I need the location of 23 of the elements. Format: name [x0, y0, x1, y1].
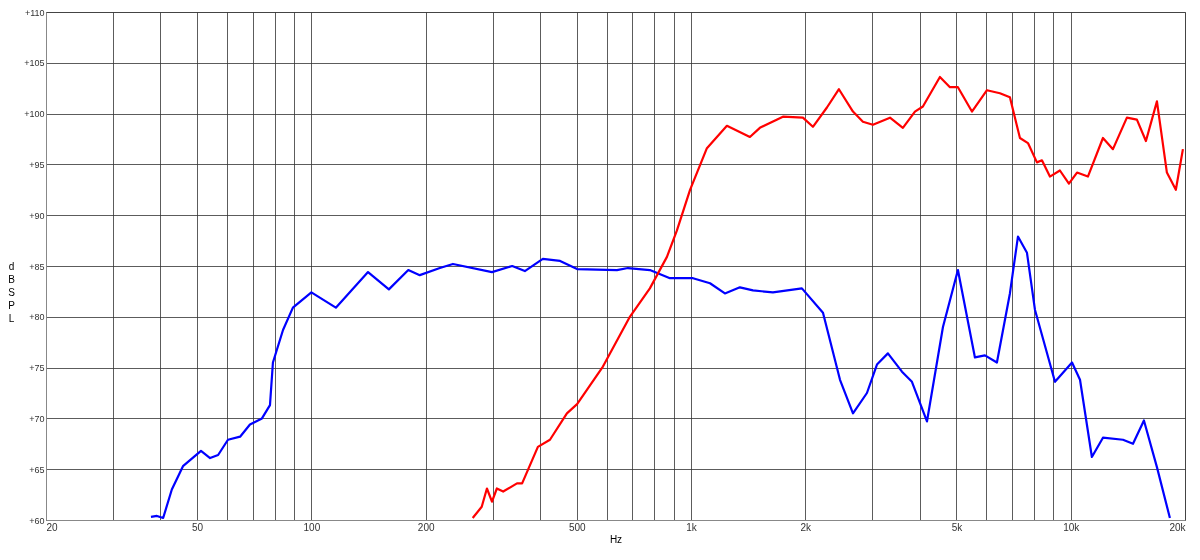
- y-tick-label: +100: [24, 109, 45, 120]
- y-tick-label: +95: [29, 159, 45, 170]
- y-tick-label: +60: [29, 515, 45, 526]
- x-tick-label: 20: [46, 521, 59, 533]
- x-tick-label: 1k: [686, 521, 698, 533]
- x-tick-label: 50: [192, 521, 204, 533]
- y-tick-label: +70: [29, 413, 45, 424]
- y-tick-label: +105: [24, 58, 45, 69]
- x-tick-label: 2k: [800, 521, 813, 533]
- x-axis-title: Hz: [609, 533, 623, 545]
- y-tick-label: +80: [29, 312, 45, 323]
- y-axis-title: dB SPL: [8, 260, 16, 324]
- y-tick-label: +75: [29, 363, 45, 374]
- y-tick-label: +90: [29, 210, 45, 221]
- x-tick-label: 500: [568, 521, 587, 533]
- x-tick-label: 10k: [1063, 521, 1081, 533]
- x-tick-label: 20k: [1169, 521, 1187, 533]
- y-tick-label: +110: [24, 7, 45, 18]
- x-tick-label: 100: [303, 521, 321, 533]
- x-tick-label: 200: [417, 521, 435, 533]
- y-tick-label: +65: [29, 464, 45, 475]
- y-tick-label: +85: [29, 261, 45, 272]
- x-tick-label: 5k: [951, 521, 964, 533]
